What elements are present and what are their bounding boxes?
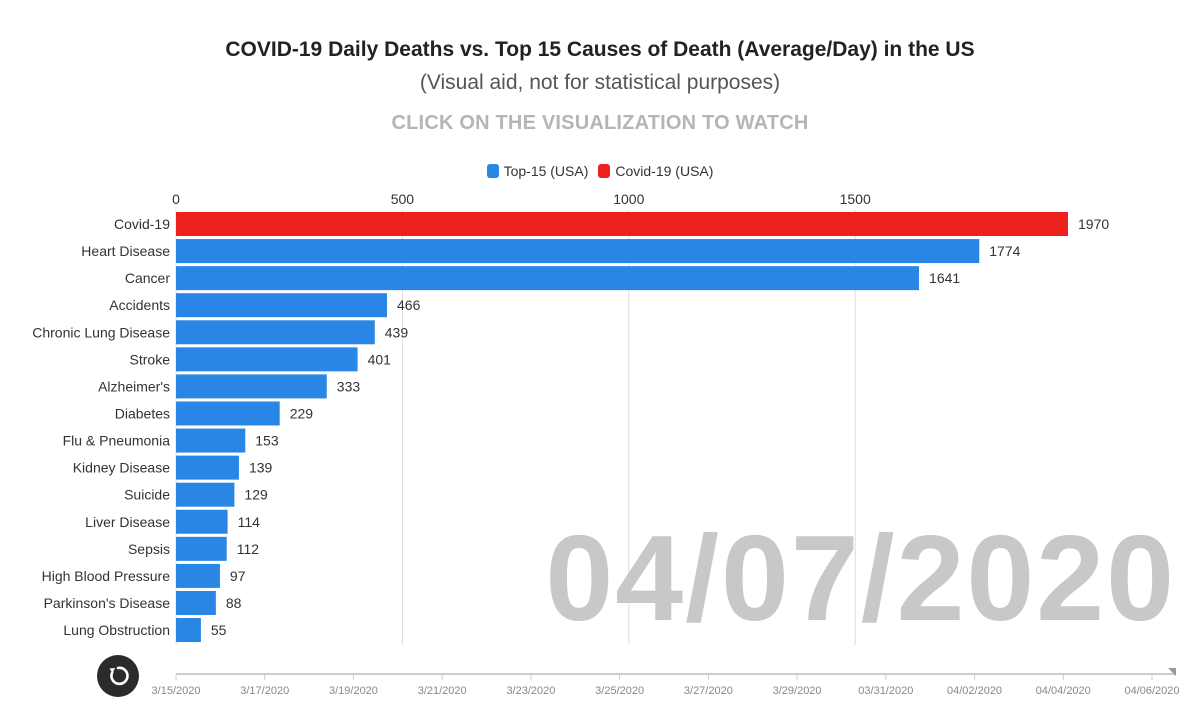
replay-button[interactable] [97,655,139,697]
category-label: Flu & Pneumonia [63,433,171,449]
timeline-date-label[interactable]: 3/27/2020 [684,685,733,697]
value-label: 333 [337,378,361,394]
value-label: 153 [255,433,279,449]
click-to-watch-prompt[interactable]: CLICK ON THE VISUALIZATION TO WATCH [391,112,809,134]
value-label: 1774 [989,243,1020,259]
legend: Top-15 (USA) Covid-19 (USA) [0,163,1200,179]
x-tick-label: 500 [391,191,415,207]
timeline-date-label[interactable]: 03/31/2020 [858,685,913,697]
value-label: 1970 [1078,216,1109,232]
category-label: Parkinson's Disease [44,595,171,611]
bar[interactable] [176,239,980,264]
value-label: 139 [249,460,273,476]
x-tick-label: 1500 [840,191,871,207]
bar[interactable] [176,455,239,480]
bar[interactable] [176,320,375,345]
current-date-watermark: 04/07/2020 [545,510,1176,646]
bar[interactable] [176,509,228,534]
legend-label-covid: Covid-19 (USA) [615,163,714,179]
bar[interactable] [176,266,920,291]
timeline-date-label[interactable]: 3/21/2020 [418,685,467,697]
value-label: 1641 [929,270,960,286]
category-label: Chronic Lung Disease [32,324,170,340]
category-label: Heart Disease [81,243,170,259]
timeline-date-label[interactable]: 04/06/2020 [1124,685,1179,697]
chart-title: COVID-19 Daily Deaths vs. Top 15 Causes … [225,38,975,61]
timeline-date-label[interactable]: 3/17/2020 [240,685,289,697]
bar[interactable] [176,374,327,399]
category-label: Cancer [125,270,170,286]
bar[interactable] [176,482,235,507]
value-label: 112 [237,541,260,557]
timeline-date-label[interactable]: 3/15/2020 [152,685,201,697]
bar[interactable] [176,536,227,561]
x-tick-label: 0 [172,191,180,207]
category-label: Accidents [109,297,170,313]
bar[interactable] [176,401,280,426]
bar[interactable] [176,590,216,615]
category-label: Suicide [124,487,170,503]
category-label: Lung Obstruction [63,622,170,638]
category-label: Sepsis [128,541,170,557]
category-label: Liver Disease [85,514,170,530]
value-label: 439 [385,324,409,340]
legend-swatch-covid [598,164,611,178]
category-label: Stroke [130,351,171,367]
value-label: 401 [368,351,392,367]
bar[interactable] [176,212,1069,236]
value-label: 129 [244,487,268,503]
value-label: 466 [397,297,421,313]
legend-item-top15[interactable]: Top-15 (USA) [486,163,589,179]
bar[interactable] [176,428,246,453]
bar[interactable] [176,347,358,372]
value-label: 97 [230,568,246,584]
timeline-handle[interactable] [1168,668,1176,676]
value-label: 55 [211,622,227,638]
category-label: High Blood Pressure [42,568,171,584]
timeline-date-label[interactable]: 3/23/2020 [506,685,555,697]
value-label: 88 [226,595,242,611]
replay-icon [109,666,129,686]
value-label: 114 [238,514,261,530]
bar[interactable] [176,563,220,588]
timeline-date-label[interactable]: 04/04/2020 [1036,685,1091,697]
category-label: Covid-19 [114,216,170,232]
legend-label-top15: Top-15 (USA) [503,163,589,179]
value-label: 229 [290,405,314,421]
timeline-date-label[interactable]: 04/02/2020 [947,685,1002,697]
category-label: Diabetes [115,405,170,421]
category-label: Alzheimer's [98,378,170,394]
category-label: Kidney Disease [73,460,170,476]
legend-item-covid[interactable]: Covid-19 (USA) [598,163,713,179]
legend-swatch-top15 [486,164,499,178]
timeline-date-label[interactable]: 3/19/2020 [329,685,378,697]
chart-subtitle: (Visual aid, not for statistical purpose… [419,71,781,94]
bar[interactable] [176,293,388,318]
timeline-date-label[interactable]: 3/25/2020 [595,685,644,697]
timeline-date-label[interactable]: 3/29/2020 [773,685,822,697]
x-tick-label: 1000 [613,191,644,207]
bar[interactable] [176,618,201,643]
